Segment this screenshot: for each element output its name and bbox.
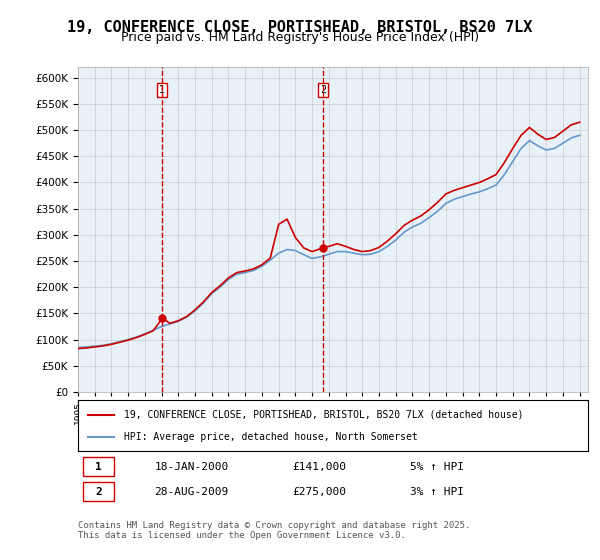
- Text: 2: 2: [95, 487, 102, 497]
- Text: HPI: Average price, detached house, North Somerset: HPI: Average price, detached house, Nort…: [124, 432, 418, 442]
- Text: 19, CONFERENCE CLOSE, PORTISHEAD, BRISTOL, BS20 7LX: 19, CONFERENCE CLOSE, PORTISHEAD, BRISTO…: [67, 20, 533, 35]
- Text: £275,000: £275,000: [292, 487, 346, 497]
- Text: 5% ↑ HPI: 5% ↑ HPI: [409, 461, 464, 472]
- Text: £141,000: £141,000: [292, 461, 346, 472]
- FancyBboxPatch shape: [83, 482, 114, 502]
- Text: Price paid vs. HM Land Registry's House Price Index (HPI): Price paid vs. HM Land Registry's House …: [121, 31, 479, 44]
- Text: 1: 1: [95, 461, 102, 472]
- FancyBboxPatch shape: [83, 457, 114, 476]
- Text: 2: 2: [320, 85, 326, 95]
- Text: 3% ↑ HPI: 3% ↑ HPI: [409, 487, 464, 497]
- Text: 1: 1: [160, 85, 166, 95]
- Text: 28-AUG-2009: 28-AUG-2009: [155, 487, 229, 497]
- Text: 19, CONFERENCE CLOSE, PORTISHEAD, BRISTOL, BS20 7LX (detached house): 19, CONFERENCE CLOSE, PORTISHEAD, BRISTO…: [124, 409, 523, 419]
- Text: 18-JAN-2000: 18-JAN-2000: [155, 461, 229, 472]
- Text: Contains HM Land Registry data © Crown copyright and database right 2025.
This d: Contains HM Land Registry data © Crown c…: [78, 521, 470, 540]
